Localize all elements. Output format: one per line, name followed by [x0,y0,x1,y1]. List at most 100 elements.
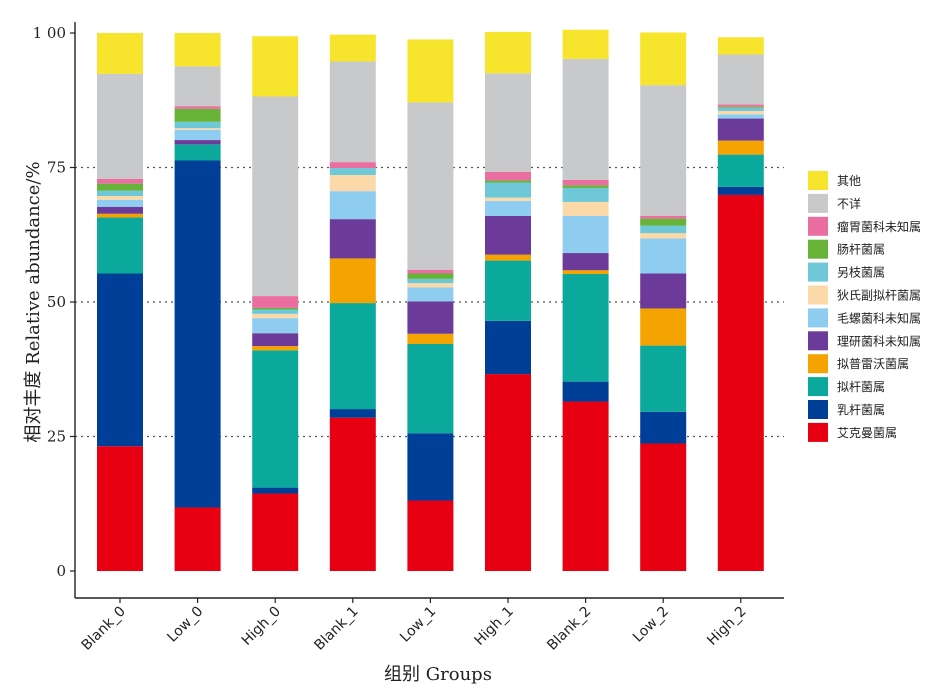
x-tick-label: Low_0 [164,604,206,646]
y-axis-title: 相对丰度 Relative abundance/% [23,161,44,442]
legend-label: 理研菌科未知属 [837,334,921,348]
legend-label: 乳杆菌属 [837,403,885,417]
bar-segment [562,187,609,202]
legend-item: 艾克曼菌属 [808,422,897,442]
bar-segment [485,374,531,571]
bar-segment [407,39,454,103]
bar-segment [174,144,221,161]
bar-segment [485,73,531,172]
bar-stack-blank-1 [329,34,376,571]
bar-segment [407,301,454,334]
legend-swatch [808,331,828,351]
bar-segment [717,54,764,105]
x-tick-label: Low_2 [630,604,672,646]
bar-segment [97,199,143,207]
bar-segment [329,168,376,176]
legend-item: 拟杆菌属 [808,377,885,397]
legend-label: 拟杆菌属 [837,380,885,394]
bar-segment [174,507,221,571]
bar-segment [97,273,143,447]
legend-swatch [808,216,828,236]
bar-segment [640,345,687,412]
bar-segment [252,313,299,319]
bar-segment [252,493,299,571]
bar-segment [252,487,299,494]
bar-segment [329,61,376,163]
legend-label: 艾克曼菌属 [837,426,897,440]
bar-segment [97,206,143,214]
bar-segment [640,308,687,346]
legend-swatch [808,285,828,305]
bar-segment [97,178,143,184]
bar-segment [485,200,531,216]
bar-segment [97,33,143,74]
bar-segment [640,32,687,86]
bar-segment [485,215,531,255]
bar-segment [407,343,454,434]
x-tick-label: High_0 [239,604,284,649]
legend-item: 另枝菌属 [808,262,885,282]
bar-segment [562,270,609,275]
bar-segment [717,114,764,119]
legend-item: 乳杆菌属 [808,400,885,419]
bar-segment [562,29,609,59]
bar-segment [174,160,221,508]
bar-segment [485,180,531,183]
legend-swatch [808,400,828,419]
legend-label: 拟普雷沃菌属 [837,357,909,371]
legend-item: 狄氏副拟杆菌属 [808,285,921,305]
bar-segment [174,140,221,145]
bar-segment [252,333,299,347]
bar-segment [640,233,687,239]
legend-item: 理研菌科未知属 [808,331,921,351]
bar-segment [252,350,299,488]
bar-segment [717,194,764,572]
bar-segment [717,104,764,107]
bar-stack-low-2 [640,32,687,571]
bar-segment [640,273,687,309]
bar-stack-low-0 [174,33,221,571]
bar-segment [640,85,687,216]
legend-item: 毛螺菌科未知属 [808,308,921,328]
bar-segment [562,401,609,571]
bar-stack-blank-0 [97,33,143,571]
bar-segment [407,278,454,284]
y-tick-label: 50 [47,293,66,311]
bar-segment [717,118,764,141]
legend-swatch [808,422,828,442]
bar-segment [562,201,609,216]
bar-segment [329,175,376,192]
x-tick-label: High_1 [472,604,517,649]
bar-segment [717,111,764,115]
bar-segment [717,106,764,108]
bar-segment [329,219,376,259]
bar-segment [640,215,687,219]
bar-segment [174,108,221,122]
legend-label: 另枝菌属 [837,265,885,280]
bar-segment [562,179,609,186]
legend-item: 其他 [808,171,861,190]
bar-segment [97,183,143,191]
bar-segment [97,73,143,179]
bar-segment [252,96,299,297]
bar-segment [97,446,143,571]
bar-segment [407,102,454,270]
bar-segment [562,58,609,180]
legend-label: 其他 [837,174,861,188]
bar-segment [252,307,299,310]
legend-item: 瘤胃菌科未知属 [808,216,921,236]
legend-swatch [808,354,828,374]
bar-segment [407,500,454,571]
bar-segment [407,287,454,302]
x-tick-label: Blank_0 [79,604,129,654]
bars [97,29,764,572]
y-tick-label: 1 00 [33,24,66,42]
legend-swatch [808,377,828,397]
legend-swatch [808,171,828,190]
bar-segment [97,217,143,274]
bar-segment [562,185,609,188]
bar-segment [407,333,454,344]
x-tick-label: High_2 [704,604,749,649]
